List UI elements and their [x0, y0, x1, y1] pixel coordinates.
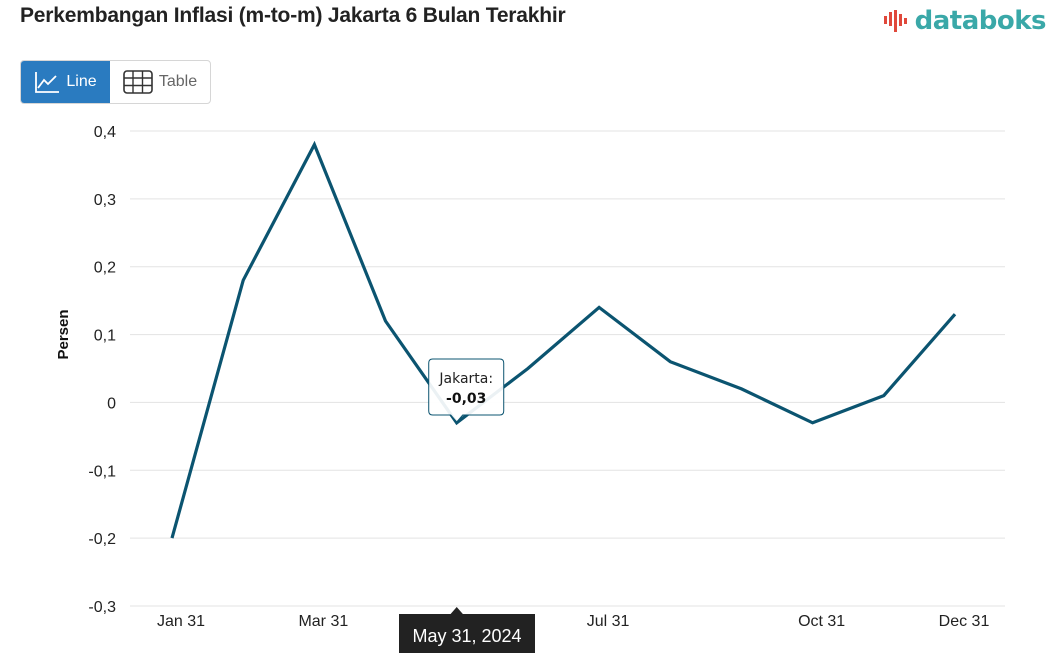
line-view-button[interactable]: Line	[21, 61, 110, 103]
y-tick-label: -0,3	[88, 599, 116, 616]
chart-title: Perkembangan Inflasi (m-to-m) Jakarta 6 …	[20, 4, 566, 27]
y-tick-label: 0,3	[94, 192, 116, 209]
data-point[interactable]	[594, 302, 604, 312]
tooltip-series-label: Jakarta:	[438, 371, 493, 387]
data-point[interactable]	[665, 357, 675, 367]
y-tick-label: 0,4	[94, 124, 116, 141]
line-view-label: Line	[66, 73, 97, 90]
data-point[interactable]	[381, 316, 391, 326]
x-crosshair-pointer	[449, 607, 464, 615]
data-point[interactable]	[879, 391, 889, 401]
y-tick-label: -0,1	[88, 463, 116, 480]
logo-text: databoks	[914, 6, 1047, 36]
table-grid-icon	[123, 70, 153, 94]
databoks-logo-mark-icon	[883, 10, 907, 32]
data-point[interactable]	[808, 418, 818, 428]
y-tick-label: 0,1	[94, 328, 116, 345]
tooltip-value: -0,03	[446, 391, 486, 407]
table-view-button[interactable]: Table	[110, 61, 210, 103]
x-tick-label: Dec 31	[939, 613, 990, 630]
view-toggle: Line Table	[20, 60, 211, 104]
x-tick-label: Mar 31	[298, 613, 348, 630]
tooltip-box	[428, 358, 505, 423]
y-tick-label: 0	[107, 395, 116, 412]
databoks-logo[interactable]: databoks	[882, 4, 1047, 38]
data-point[interactable]	[309, 140, 319, 150]
x-crosshair-label-box	[399, 614, 535, 653]
data-point[interactable]	[167, 533, 177, 543]
y-tick-label: 0,2	[94, 260, 116, 277]
line-chart-icon	[35, 72, 60, 93]
data-point[interactable]	[950, 309, 960, 319]
table-view-label: Table	[158, 73, 198, 90]
y-tick-label: -0,2	[88, 531, 116, 548]
data-point[interactable]	[736, 384, 746, 394]
data-point[interactable]	[523, 364, 533, 374]
y-axis-label: Persen	[55, 309, 72, 359]
series-line-jakarta	[170, 140, 957, 539]
x-crosshair-label: May 31, 2024	[412, 626, 521, 646]
x-tick-label: Jul 31	[587, 613, 630, 630]
data-point[interactable]	[238, 275, 248, 285]
x-tick-label: Jan 31	[157, 613, 205, 630]
x-tick-label: Oct 31	[798, 613, 845, 630]
